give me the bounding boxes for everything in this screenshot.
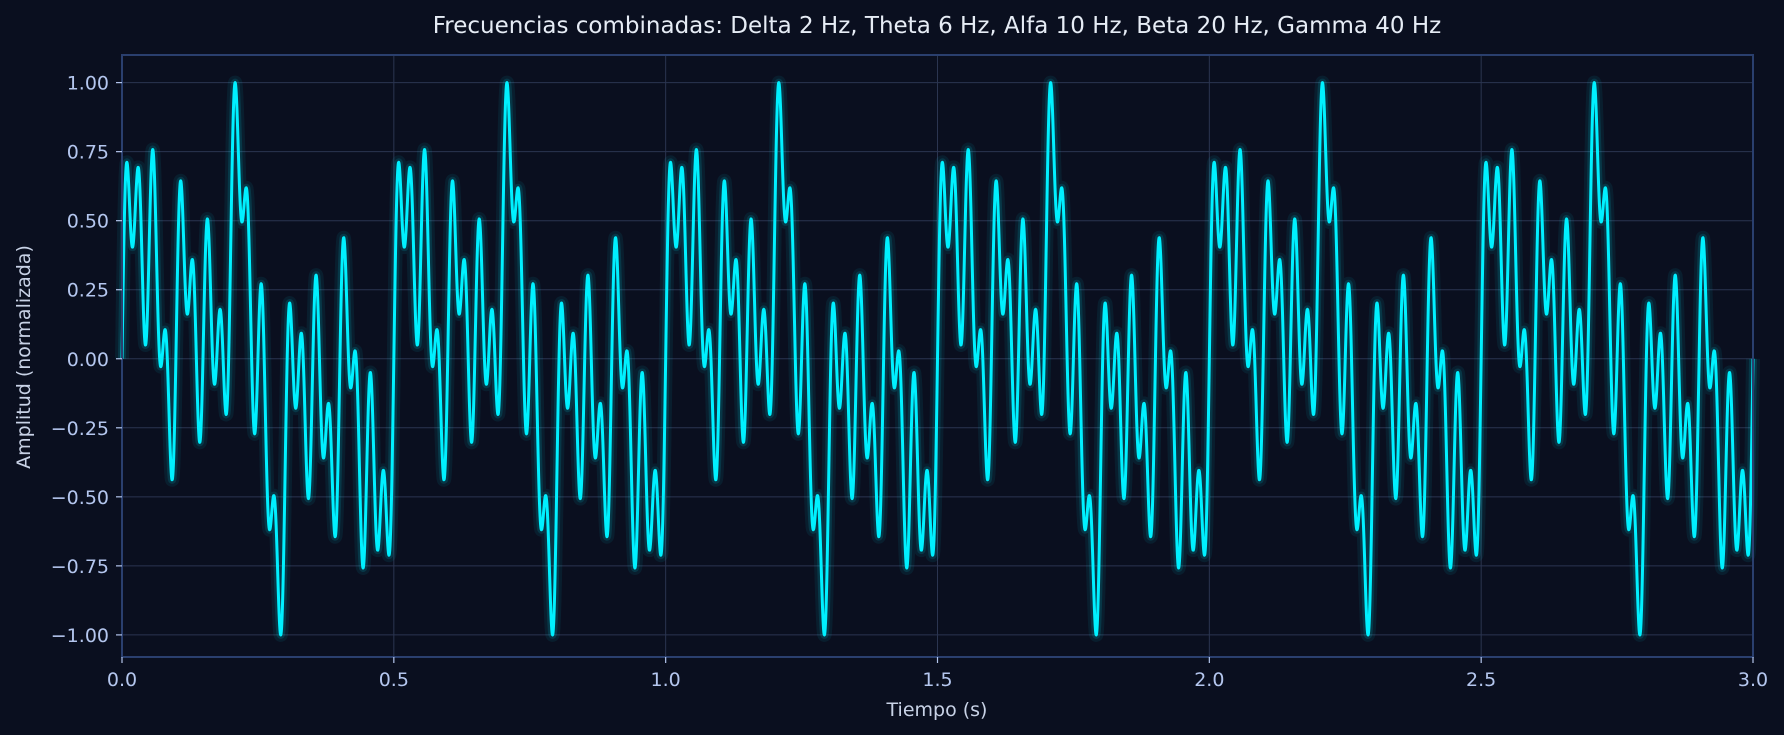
x-tick-label-4: 2.0 xyxy=(1194,669,1224,691)
x-tick-label-0: 0.0 xyxy=(107,669,137,691)
y-tick-label-1: 0.75 xyxy=(67,142,109,164)
x-tick-label-3: 1.5 xyxy=(922,669,952,691)
y-tick-label-6: −0.50 xyxy=(51,487,109,509)
y-axis-ticks: 1.00 0.75 0.50 0.25 0.00 −0.25 −0.50 −0.75 −1.00 xyxy=(51,73,122,647)
x-tick-label-2: 1.0 xyxy=(651,669,681,691)
x-tick-label-5: 2.5 xyxy=(1466,669,1496,691)
x-tick-label-1: 0.5 xyxy=(379,669,409,691)
x-axis-label: Tiempo (s) xyxy=(886,699,988,721)
y-tick-label-7: −0.75 xyxy=(51,556,109,578)
series-layer xyxy=(115,75,1760,642)
x-tick-label-6: 3.0 xyxy=(1738,669,1768,691)
y-tick-label-2: 0.50 xyxy=(67,211,109,233)
y-tick-label-3: 0.25 xyxy=(67,280,109,302)
chart-title: Frecuencias combinadas: Delta 2 Hz, Thet… xyxy=(433,13,1442,39)
series-line xyxy=(120,81,1755,637)
y-tick-label-4: 0.00 xyxy=(67,349,109,371)
y-axis-label: Amplitud (normalizada) xyxy=(13,245,35,469)
y-tick-label-8: −1.00 xyxy=(51,625,109,647)
y-tick-label-5: −0.25 xyxy=(51,418,109,440)
y-tick-label-0: 1.00 xyxy=(67,73,109,95)
x-axis-ticks: 0.0 0.5 1.0 1.5 2.0 2.5 3.0 xyxy=(107,657,1768,691)
